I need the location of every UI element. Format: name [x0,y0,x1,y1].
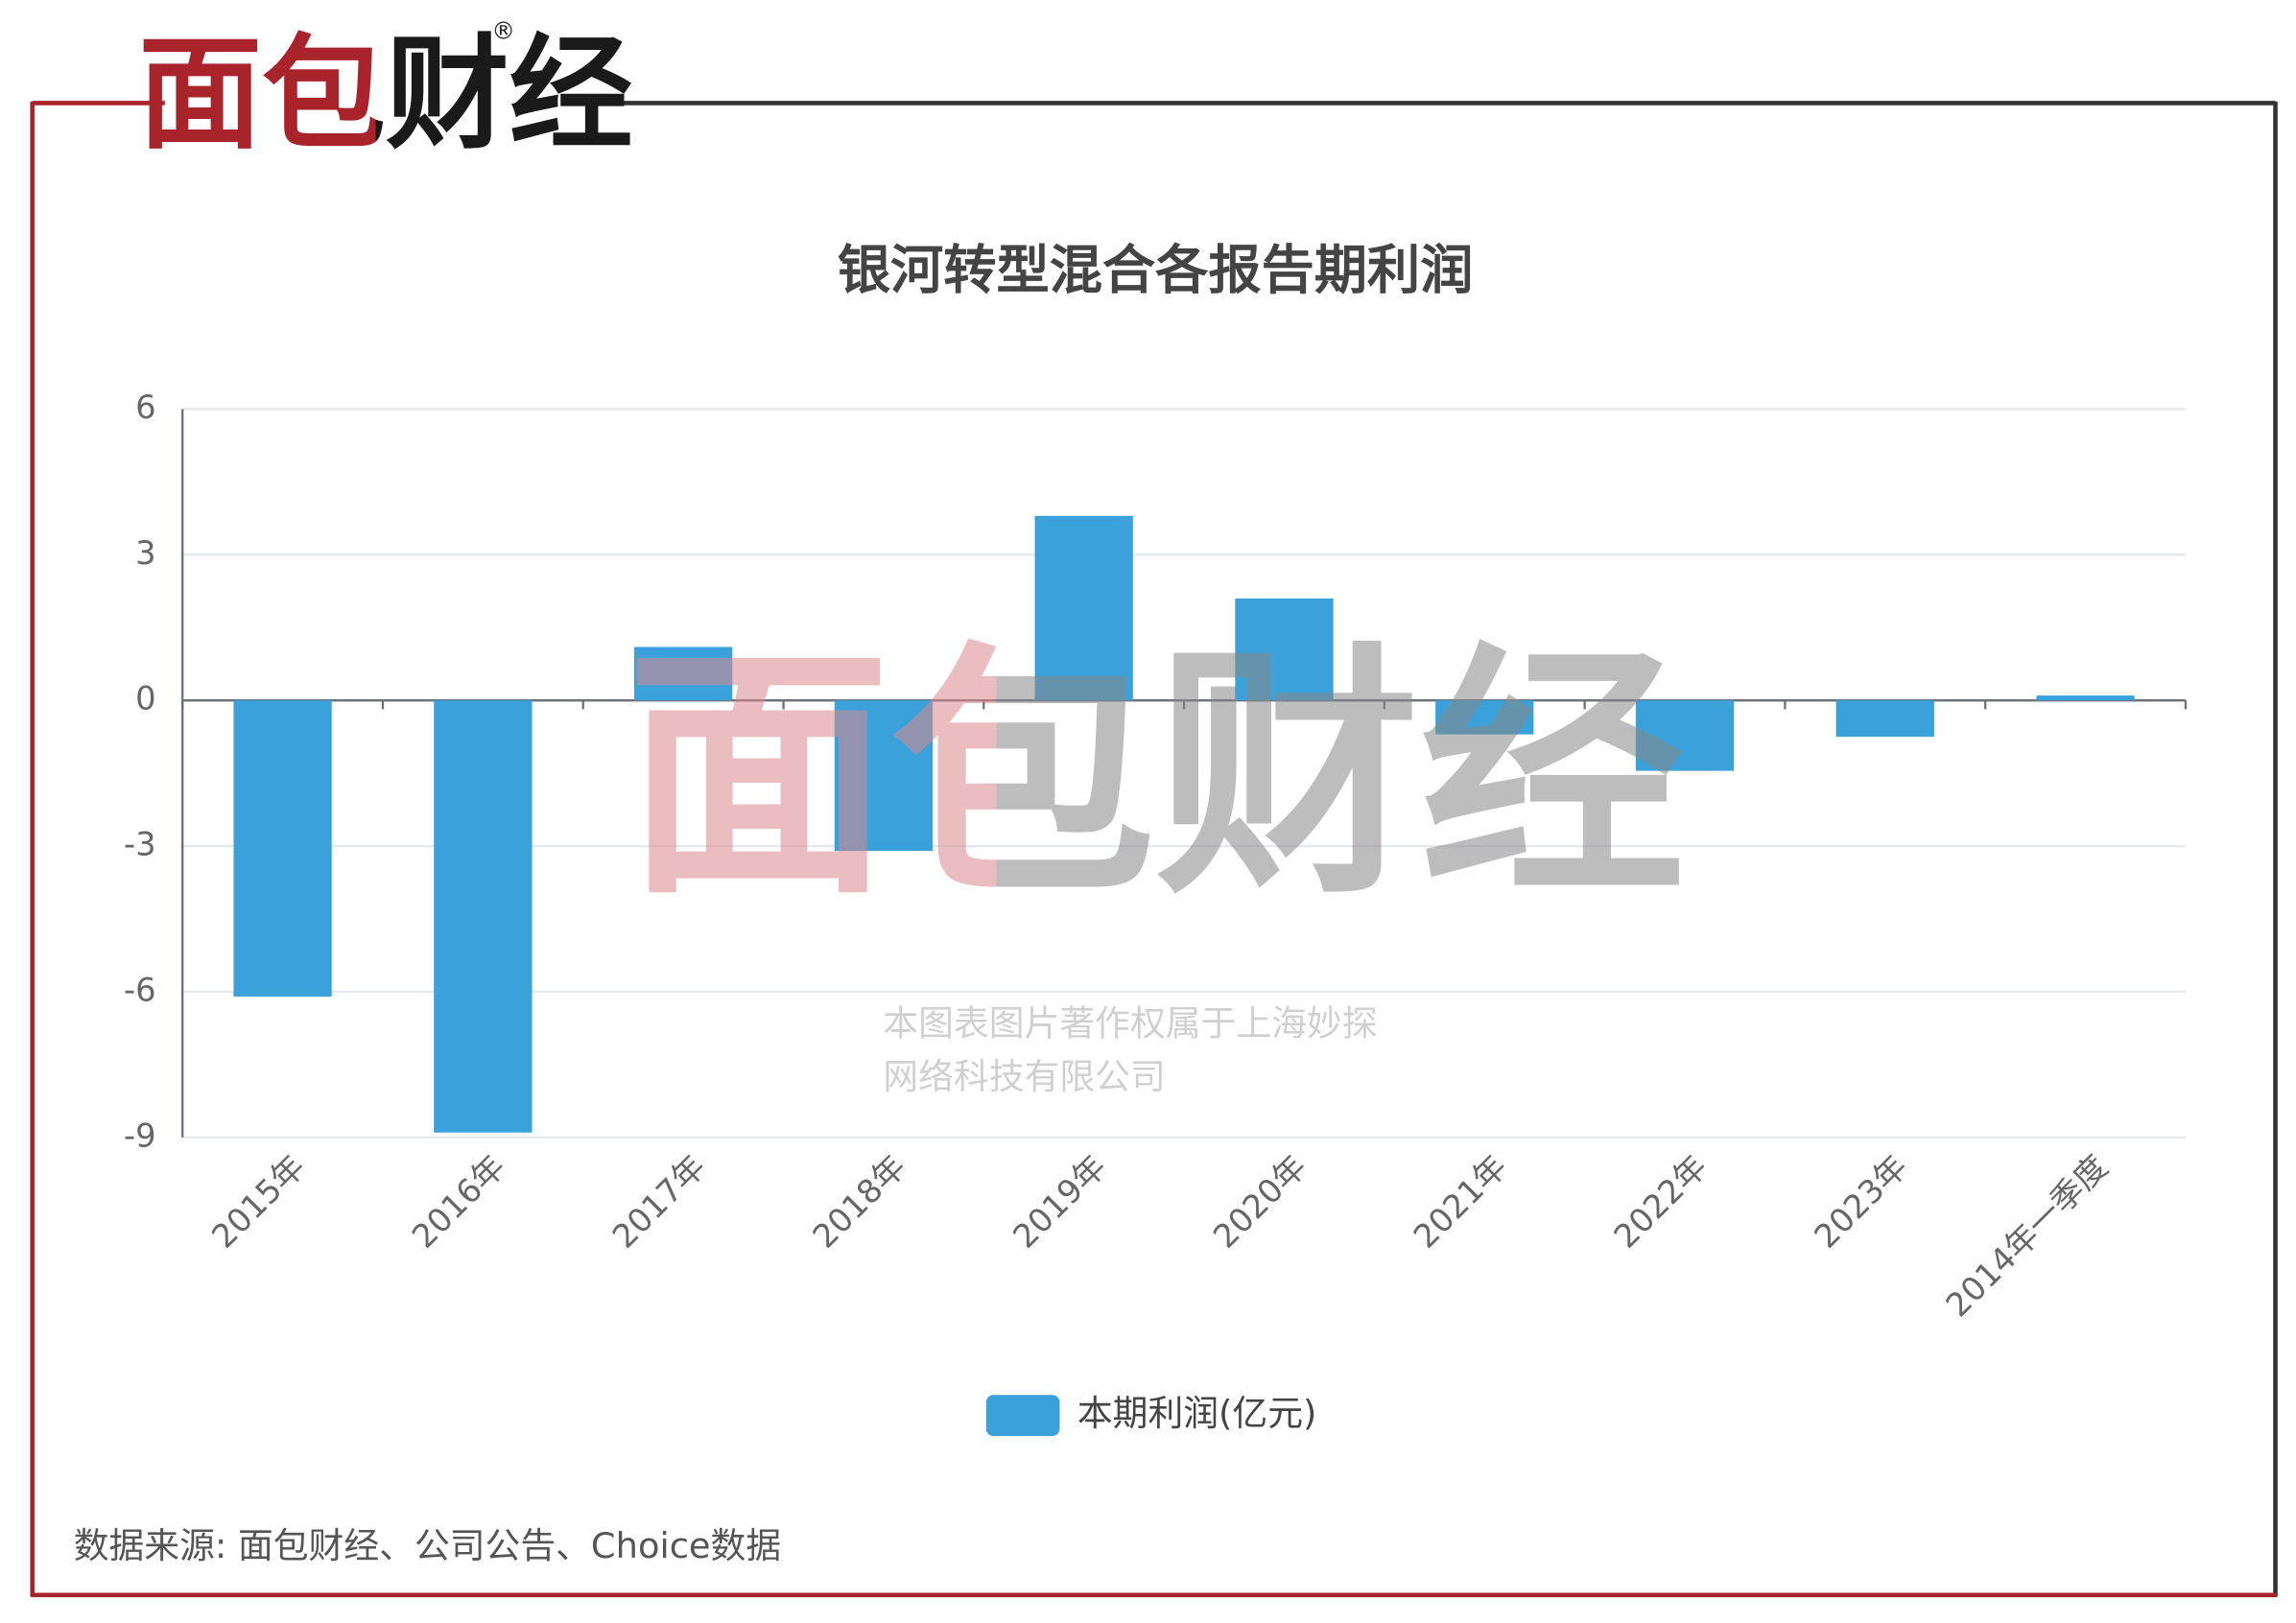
watermark: 面包财经 本图表图片著作权属于上海妙探 网络科技有限公司 [626,623,1685,1097]
y-tick-label: -9 [124,1117,156,1154]
bar [1635,700,1735,771]
watermark-logo: 面包财经 [626,623,1685,930]
y-tick-label: -3 [124,826,156,863]
y-tick-label: -6 [124,971,156,1008]
legend-label: 本期利润(亿元) [1077,1393,1317,1434]
bar [434,700,533,1133]
bar [1235,598,1334,701]
legend-swatch [985,1395,1060,1437]
y-tick-label: 6 [135,388,155,426]
bar [1435,700,1534,735]
registered-mark: ® [491,17,515,45]
bar [633,647,733,701]
bar [1835,700,1934,738]
y-tick-label: 3 [135,534,155,572]
source-note: 数据来源: 面包财经、公司公告、Choice数据 [74,1525,781,1566]
watermark-line: 网络科技有限公司 [883,1056,1165,1097]
bar [834,700,934,852]
legend: 本期利润(亿元) [985,1393,1317,1437]
bar [1034,515,1133,701]
bar [233,700,332,997]
chart-title: 银河转型混合各报告期利润 [838,240,1474,301]
bar [2036,695,2135,701]
watermark-line: 本图表图片著作权属于上海妙探 [883,1003,1377,1045]
logo: 面包财经 [138,23,632,167]
y-tick-label: 0 [135,680,155,717]
